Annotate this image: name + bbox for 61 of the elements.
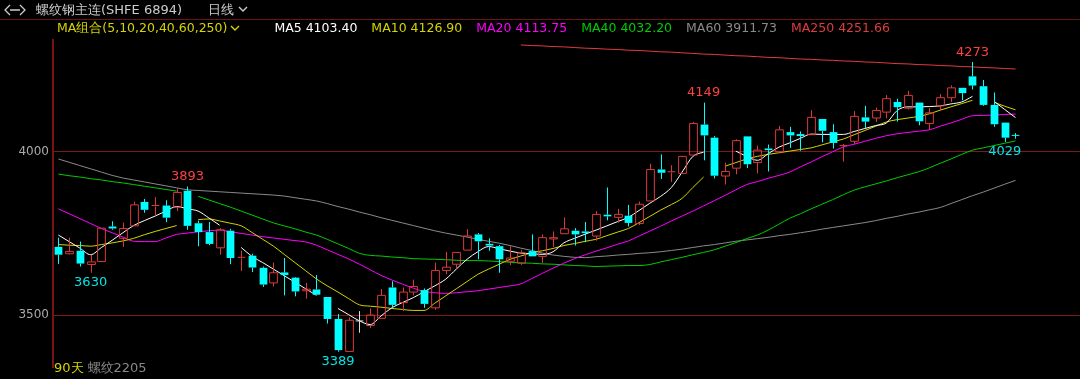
candlestick <box>560 216 569 235</box>
candlestick <box>485 237 494 252</box>
candlestick <box>807 109 816 136</box>
candlestick <box>710 135 719 179</box>
candlestick <box>76 241 85 268</box>
annotation: 90天 <box>54 360 84 375</box>
candlestick <box>979 79 988 105</box>
candlestick <box>549 230 558 248</box>
candlestick <box>1001 122 1010 143</box>
candlestick <box>119 222 128 248</box>
chart-subtitle: 日线 <box>208 1 235 19</box>
candlestick <box>657 153 666 180</box>
legend-title: MA组合(5,10,20,40,60,250) <box>57 19 229 37</box>
text: MA60 3911.73 <box>686 19 777 37</box>
line-series <box>57 158 1016 259</box>
candlestick <box>818 119 827 143</box>
candlestick <box>334 313 343 353</box>
y-tick-label: 3500 <box>18 307 49 322</box>
candlestick <box>431 262 440 311</box>
annotation: 4273 <box>955 43 990 59</box>
candlestick <box>581 221 590 243</box>
annotation: 4149 <box>687 84 721 100</box>
candlestick <box>442 251 451 275</box>
annotation: 3630 <box>74 273 108 289</box>
y-tick-label: 4000 <box>18 143 49 158</box>
candlestick <box>538 233 547 264</box>
line-series <box>520 44 1016 70</box>
chart-title: 螺纹钢主连(SHFE 6894) <box>36 1 183 19</box>
candlestick <box>54 237 63 265</box>
candlestick <box>355 310 364 334</box>
annotation: 4029 <box>988 142 1022 158</box>
candlestick <box>420 287 429 309</box>
candlestick <box>280 257 289 296</box>
text: MA40 4032.20 <box>581 19 673 37</box>
candlestick <box>302 282 311 300</box>
candlestick <box>861 105 870 129</box>
candlestick <box>474 234 483 260</box>
candlestick <box>377 288 386 319</box>
candlestick <box>743 136 752 169</box>
candlestick <box>312 274 321 295</box>
candlestick <box>345 316 354 352</box>
candlestick <box>925 107 934 131</box>
candlestick <box>183 186 192 231</box>
candlestick <box>388 280 397 309</box>
candlestick <box>968 61 977 90</box>
text: MA5 4103.40 <box>274 19 358 37</box>
text: MA20 4113.75 <box>476 19 568 37</box>
candlestick <box>226 228 235 265</box>
candlestick <box>614 208 623 224</box>
candlestick <box>65 237 74 255</box>
candlestick <box>721 162 730 186</box>
candlestick <box>323 297 332 325</box>
candlestick <box>796 130 805 152</box>
candlestick <box>829 123 838 149</box>
series-label: MA250 4251.66 <box>790 19 890 37</box>
annotation: 3389 <box>321 352 355 368</box>
candlestick <box>194 220 203 247</box>
text: MA10 4126.90 <box>371 19 463 37</box>
annotation: 螺纹2205 <box>87 360 147 375</box>
annotation: 3893 <box>170 168 204 184</box>
candlestick <box>140 198 149 214</box>
